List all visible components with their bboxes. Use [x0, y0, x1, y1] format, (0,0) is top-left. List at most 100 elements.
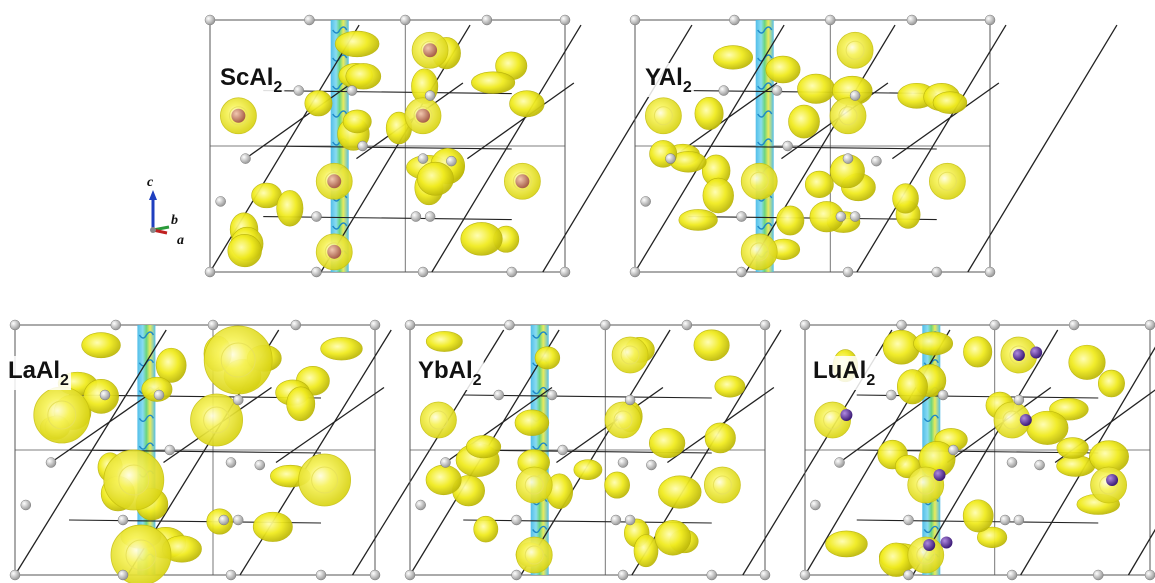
- al-atom: [254, 459, 266, 471]
- label-backdrop: [811, 356, 878, 390]
- electron-isosurface-lobe: [713, 45, 754, 70]
- label-backdrop: [643, 63, 694, 97]
- al-atom: [948, 444, 959, 456]
- al-atom: [153, 389, 165, 401]
- al-al-bond: [14, 329, 167, 576]
- electron-isosurface-lobe: [252, 511, 293, 542]
- al-al-bond: [466, 82, 575, 160]
- al-atom: [600, 319, 611, 331]
- electron-isosurface-lobe: [286, 386, 316, 422]
- electron-isosurface-lobe: [704, 422, 736, 454]
- electron-isosurface-lobe: [714, 375, 746, 398]
- formula-subscript: 2: [473, 372, 482, 389]
- al-atom: [511, 514, 522, 526]
- al-atom: [1013, 394, 1025, 406]
- slice-contour: [332, 222, 348, 230]
- al-atom: [117, 569, 129, 581]
- electron-isosurface-lobe: [460, 222, 503, 256]
- slice-contour: [138, 414, 155, 423]
- al-al-bond: [275, 386, 385, 464]
- slice-contour: [532, 386, 548, 395]
- electron-isosurface-lobe: [694, 96, 724, 130]
- al-atom: [164, 444, 176, 456]
- isosurface-inner-ring: [653, 106, 673, 126]
- al-atom: [410, 211, 422, 222]
- al-atom: [481, 14, 493, 26]
- al-atom: [782, 140, 793, 152]
- al-atom: [984, 266, 996, 278]
- al-atom: [706, 569, 717, 581]
- al-atom: [931, 266, 942, 278]
- al-atom: [640, 196, 651, 207]
- al-atom: [9, 569, 21, 581]
- al-atom: [629, 14, 641, 26]
- formula-subscript: 2: [866, 372, 875, 389]
- al-atom: [1006, 457, 1018, 468]
- label-backdrop: [218, 63, 285, 97]
- al-atom: [842, 266, 854, 278]
- al-atom: [799, 569, 811, 581]
- formula-base: YbAl: [418, 357, 473, 384]
- slice-contour: [923, 525, 939, 534]
- isosurface-inner-ring: [916, 475, 936, 495]
- isosurface-inner-ring: [413, 106, 433, 126]
- al-atom: [903, 569, 914, 581]
- al-atom: [417, 153, 429, 164]
- al-atom: [1034, 459, 1045, 471]
- al-atom: [903, 514, 914, 526]
- al-atom: [825, 14, 836, 26]
- isosurface-inner-ring: [838, 106, 858, 126]
- isosurface-sphere: [190, 393, 244, 447]
- al-atom: [896, 319, 907, 331]
- al-atom: [404, 319, 416, 331]
- electron-isosurface-lobe: [227, 234, 262, 268]
- al-atom: [906, 14, 918, 26]
- al-atom: [369, 569, 381, 581]
- al-al-bond: [520, 329, 671, 576]
- al-atom: [546, 389, 558, 401]
- electron-isosurface-lobe: [1068, 344, 1106, 380]
- electron-isosurface-lobe: [1097, 369, 1125, 398]
- al-atom: [304, 14, 315, 26]
- al-atom: [225, 569, 237, 581]
- al-atom: [835, 211, 847, 222]
- isosurface-inner-ring: [118, 464, 150, 496]
- isosurface-sphere: [645, 97, 682, 135]
- al-atom: [629, 266, 641, 278]
- panel-label-scal2: ScAl2: [220, 64, 282, 96]
- sc-atom: [231, 108, 246, 123]
- slice-contour: [757, 222, 773, 230]
- al-atom: [624, 514, 636, 526]
- al-atom: [99, 389, 111, 401]
- al-atom: [424, 211, 436, 222]
- electron-isosurface-lobe: [648, 427, 686, 459]
- isosurface-sphere: [740, 233, 778, 271]
- lu-atom: [940, 536, 953, 549]
- structure-panel-scal2: ScAl2: [204, 14, 693, 278]
- axis-b-label: b: [171, 213, 178, 228]
- panel-label-lual2: LuAl2: [813, 357, 875, 389]
- lu-atom: [840, 409, 853, 421]
- al-atom: [886, 389, 897, 401]
- structure-panel-ybal2: YbAl2: [404, 319, 893, 581]
- al-atom: [290, 319, 302, 331]
- al-atom: [225, 457, 237, 468]
- axis-origin: [150, 227, 156, 233]
- al-atom: [984, 14, 996, 26]
- al-atom: [1093, 569, 1104, 581]
- isosurface-inner-ring: [228, 106, 248, 126]
- electron-isosurface-lobe: [573, 459, 603, 481]
- sc-atom: [423, 43, 438, 58]
- isosurface-sphere: [604, 401, 642, 439]
- al-al-bond: [891, 82, 1000, 160]
- electron-isosurface-lobe: [825, 530, 868, 558]
- electron-isosurface-lobe: [913, 331, 954, 356]
- al-al-bond: [634, 24, 785, 273]
- electron-isosurface-lobe: [473, 515, 499, 543]
- c-axis-arrowhead: [149, 190, 157, 200]
- isosurface-sphere: [110, 524, 172, 583]
- electron-isosurface-lobe: [654, 520, 692, 556]
- panel-label-yal2: YAl2: [645, 64, 692, 96]
- lu-atom: [1106, 474, 1119, 486]
